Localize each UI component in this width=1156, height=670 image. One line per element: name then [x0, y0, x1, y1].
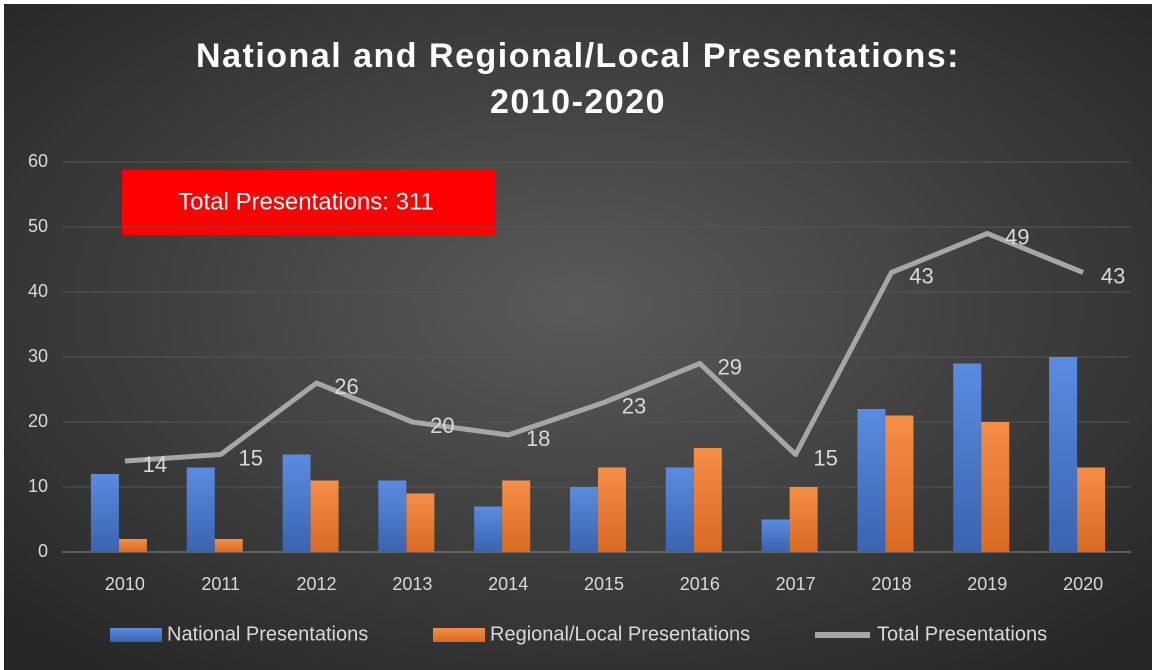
- bar: [214, 539, 243, 552]
- legend-label: National Presentations: [167, 623, 368, 645]
- data-label: 20: [430, 413, 454, 438]
- data-label: 14: [143, 452, 167, 477]
- legend-label: Total Presentations: [877, 623, 1047, 645]
- bar: [789, 487, 818, 552]
- bar: [310, 480, 339, 552]
- y-tick-label: 40: [28, 281, 48, 301]
- bar: [474, 506, 503, 552]
- bar: [118, 539, 147, 552]
- annotation: Total Presentations: 311: [178, 188, 434, 215]
- x-tick-label: 2012: [297, 574, 337, 594]
- x-tick-label: 2014: [488, 574, 528, 594]
- annotation-box: [122, 170, 496, 235]
- x-tick-label: 2015: [584, 574, 624, 594]
- bar: [186, 467, 215, 552]
- bar: [1077, 467, 1106, 552]
- bar: [598, 467, 626, 552]
- x-tick-label: 2020: [1063, 574, 1103, 594]
- bar: [378, 480, 407, 552]
- bar: [693, 448, 722, 552]
- y-tick-label: 50: [28, 216, 48, 236]
- y-tick-label: 0: [38, 541, 48, 561]
- data-label: 23: [622, 393, 646, 418]
- x-tick-label: 2016: [680, 574, 720, 594]
- y-tick-label: 30: [28, 346, 48, 366]
- data-label: 15: [813, 445, 837, 470]
- y-tick-label: 60: [28, 151, 48, 171]
- bar: [406, 493, 435, 552]
- bar: [885, 415, 914, 552]
- data-label: 49: [1005, 224, 1029, 249]
- y-tick-label: 10: [28, 476, 48, 496]
- x-tick-label: 2017: [776, 574, 816, 594]
- x-tick-label: 2019: [967, 574, 1007, 594]
- data-label: 18: [526, 426, 550, 451]
- data-label: 15: [238, 445, 262, 470]
- bar: [282, 454, 311, 552]
- y-tick-label: 20: [28, 411, 48, 431]
- legend-swatch: [433, 628, 485, 642]
- x-tick-label: 2018: [871, 574, 911, 594]
- x-tick-label: 2011: [201, 574, 240, 594]
- bar: [857, 409, 886, 552]
- chart-title: National and Regional/Local Presentation…: [196, 37, 960, 75]
- legend-swatch: [110, 628, 162, 642]
- data-label: 43: [909, 263, 933, 288]
- data-label: 29: [718, 354, 742, 379]
- chart-background: [4, 4, 1152, 670]
- bar: [570, 487, 598, 552]
- bar: [981, 422, 1010, 552]
- x-tick-label: 2013: [392, 574, 432, 594]
- bar: [953, 363, 982, 552]
- bar: [665, 467, 694, 552]
- chart-title: 2010-2020: [490, 83, 666, 121]
- data-label: 26: [334, 374, 358, 399]
- bar: [761, 519, 790, 552]
- bar: [1049, 357, 1078, 552]
- legend-label: Regional/Local Presentations: [490, 623, 750, 645]
- line: [124, 231, 1085, 464]
- bar: [502, 480, 531, 552]
- data-label: 43: [1101, 263, 1125, 288]
- bar: [90, 474, 119, 552]
- x-tick-label: 2010: [105, 574, 145, 594]
